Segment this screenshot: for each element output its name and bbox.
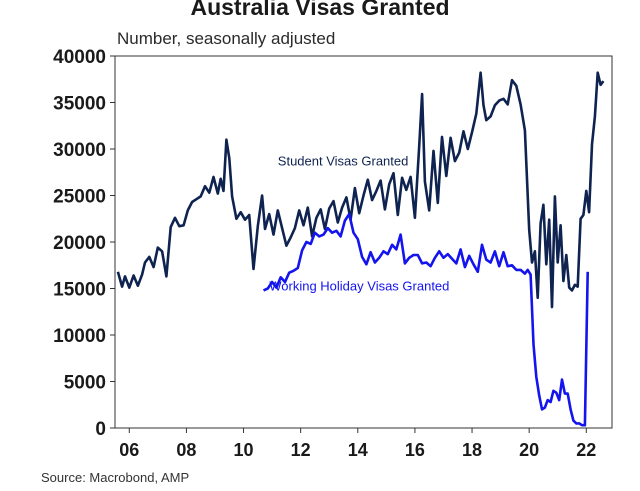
y-tick-label: 40000 — [53, 47, 106, 68]
y-tick-label: 10000 — [53, 326, 106, 347]
working-holiday-visas-line — [262, 212, 589, 427]
student-visas-label: Student Visas Granted — [278, 154, 409, 169]
x-tick-label: 18 — [462, 440, 482, 460]
chart-title: Australia Visas Granted — [190, 0, 450, 20]
x-tick-label: 10 — [234, 440, 254, 460]
y-tick-label: 15000 — [53, 280, 106, 301]
x-tick-label: 06 — [119, 440, 139, 460]
plot-frame — [114, 55, 613, 429]
x-tick-label: 16 — [405, 440, 425, 460]
source-note: Source: Macrobond, AMP — [41, 470, 190, 485]
x-tick-label: 12 — [291, 440, 311, 460]
working-holiday-visas-label: Working Holiday Visas Granted — [269, 278, 449, 293]
y-tick-label: 35000 — [53, 94, 106, 115]
y-tick-label: 0 — [95, 419, 106, 440]
x-tick-label: 22 — [576, 440, 596, 460]
x-tick-label: 14 — [348, 440, 368, 460]
y-tick-label: 20000 — [53, 233, 106, 254]
chart-subtitle: Number, seasonally adjusted — [117, 29, 336, 48]
y-tick-label: 30000 — [53, 140, 106, 161]
x-tick-label: 08 — [176, 440, 196, 460]
y-tick-label: 5000 — [64, 373, 106, 394]
y-tick-label: 25000 — [53, 187, 106, 208]
x-tick-label: 20 — [519, 440, 539, 460]
student-visas-line — [116, 71, 605, 309]
